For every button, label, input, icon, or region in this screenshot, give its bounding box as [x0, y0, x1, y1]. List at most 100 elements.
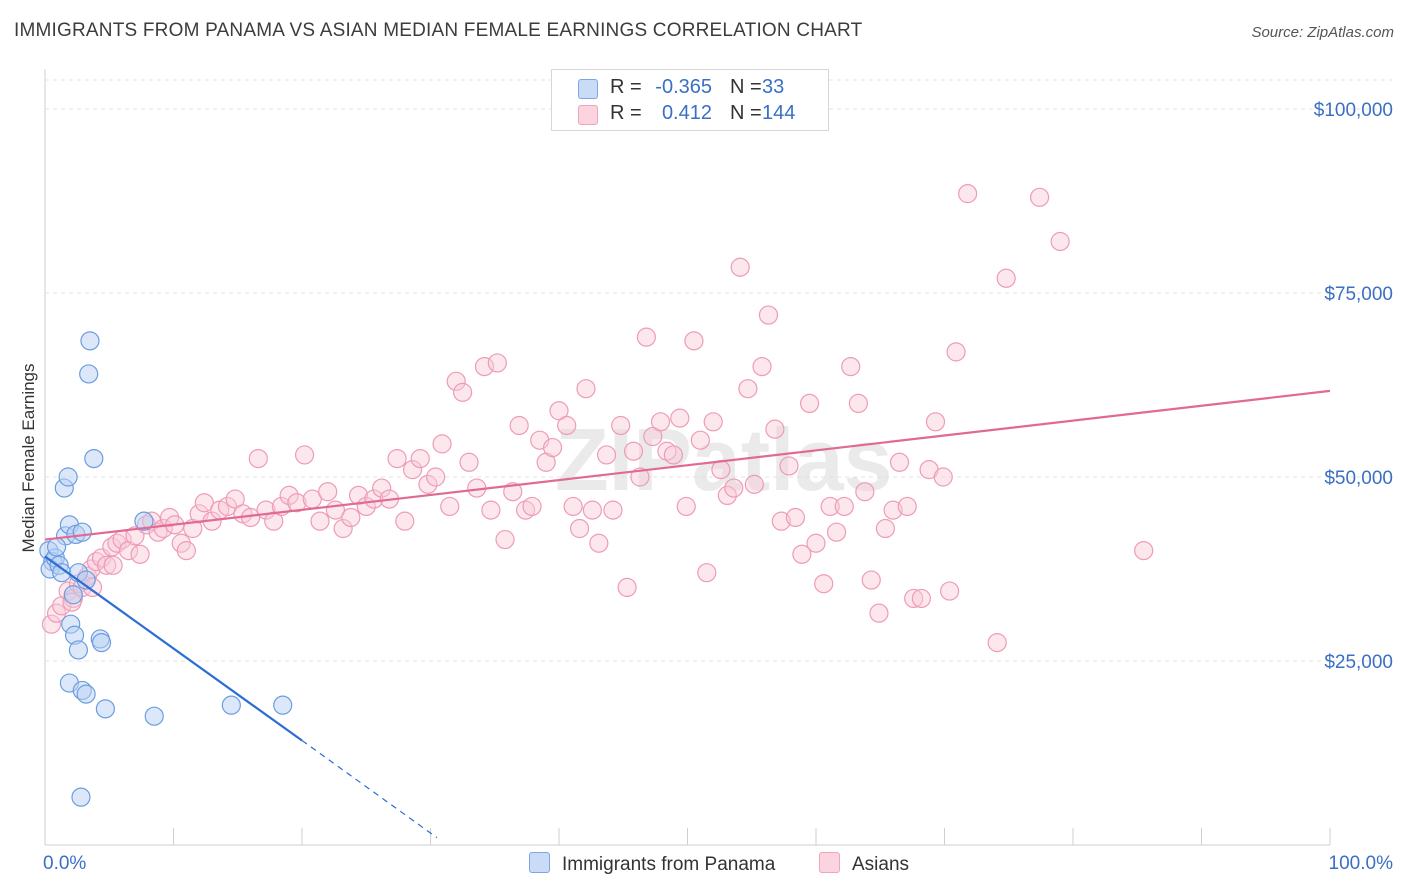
asians-point: [103, 555, 123, 575]
y-tick-label: $50,000: [1324, 468, 1393, 489]
asians-point: [636, 327, 656, 347]
legend-r-value: -0.365: [655, 76, 712, 98]
asians-point: [459, 452, 479, 472]
panama-trend-line: [44, 555, 303, 742]
asians-point: [372, 478, 392, 498]
asians-point: [341, 507, 361, 528]
panama-point: [68, 640, 89, 660]
legend-swatch-panama: [578, 79, 598, 99]
asians-point: [176, 540, 196, 561]
panama-point: [84, 449, 104, 469]
asians-point: [1134, 540, 1154, 561]
asians-point: [855, 482, 875, 502]
asians-point: [670, 408, 690, 428]
asians-point: [697, 563, 717, 583]
asians-point: [589, 533, 609, 553]
source-label: Source: ZipAtlas.com: [1251, 24, 1394, 41]
asians-point: [446, 371, 466, 391]
asians-point: [779, 456, 799, 476]
asians-point: [563, 496, 583, 517]
asians-point: [883, 500, 903, 520]
asians-point: [904, 588, 924, 609]
legend-n-label: N =: [730, 102, 762, 124]
x-axis-ticks: [44, 828, 1331, 845]
asians-point: [453, 382, 473, 402]
legend-r-label: R =: [610, 102, 642, 124]
asians-point: [650, 412, 671, 432]
panama-point: [71, 787, 91, 807]
panama-series: [39, 331, 293, 807]
asians-point: [509, 415, 529, 436]
y-axis-tick-labels: $25,000 $50,000 $75,000 $100,000: [1314, 100, 1393, 673]
asians-point: [1050, 231, 1070, 252]
bottom-legend-panama: Immigrants from Panama: [529, 852, 775, 876]
asians-point: [287, 493, 307, 513]
chart-title: IMMIGRANTS FROM PANAMA VS ASIAN MEDIAN F…: [14, 20, 863, 41]
legend-n-value: 144: [762, 102, 796, 124]
asians-point: [474, 357, 495, 377]
asians-point: [402, 460, 423, 480]
asians-point: [987, 632, 1007, 653]
asians-point: [549, 401, 569, 421]
asians-point: [596, 445, 617, 465]
asians-point: [333, 518, 353, 539]
bottom-legend-label-panama: Immigrants from Panama: [562, 854, 776, 875]
asians-point: [294, 445, 315, 465]
panama-point: [80, 331, 100, 351]
asians-point: [738, 379, 758, 399]
panama-point: [144, 706, 164, 726]
asians-point: [387, 449, 407, 469]
asians-point: [717, 485, 737, 505]
asians-point: [395, 511, 415, 531]
asians-point: [557, 415, 577, 436]
asians-point: [611, 415, 631, 436]
panama-point: [72, 522, 92, 542]
asians-point: [933, 467, 953, 487]
asians-point: [225, 489, 245, 509]
asians-point: [503, 482, 523, 502]
asians-point: [481, 500, 501, 520]
panama-point: [79, 364, 99, 384]
asians-point: [623, 441, 644, 461]
asians-point: [792, 544, 812, 564]
asians-point: [617, 577, 637, 598]
asians-point: [194, 493, 214, 513]
asians-point: [869, 603, 889, 623]
asians-point: [348, 485, 369, 505]
panama-point: [134, 511, 154, 531]
legend-n-label: N =: [730, 76, 762, 98]
asians-point: [542, 437, 563, 458]
y-tick-label: $25,000: [1324, 652, 1393, 673]
asians-point: [432, 434, 452, 454]
asians-point: [657, 441, 677, 461]
asians-point: [310, 511, 330, 531]
x-tick-label-max: 100.0%: [1329, 853, 1394, 874]
asians-point: [730, 257, 750, 277]
panama-point: [221, 695, 241, 715]
panama-point: [95, 699, 115, 719]
panama-point: [273, 695, 293, 715]
asians-point: [889, 452, 910, 472]
asians-point: [364, 489, 384, 509]
asians-point: [752, 357, 772, 377]
bottom-legend-label-asians: Asians: [852, 854, 910, 875]
asians-point: [940, 581, 960, 601]
asians-point: [410, 449, 430, 469]
bottom-legend-asians: Asians: [819, 852, 909, 876]
asians-point: [248, 449, 268, 469]
asians-point: [925, 412, 946, 432]
asians-point: [107, 533, 127, 553]
y-tick-label: $100,000: [1314, 100, 1393, 121]
asians-point: [643, 426, 663, 447]
panama-trend-extrapolation: [301, 740, 438, 839]
asians-point: [996, 268, 1016, 288]
asians-point: [703, 412, 723, 432]
asians-point: [153, 518, 173, 539]
asians-point: [1029, 187, 1050, 207]
bottom-legend-swatch-panama: [529, 852, 550, 873]
asians-point: [765, 419, 785, 439]
asians-point: [690, 430, 710, 450]
asians-point: [799, 393, 820, 413]
asians-point: [848, 393, 869, 413]
